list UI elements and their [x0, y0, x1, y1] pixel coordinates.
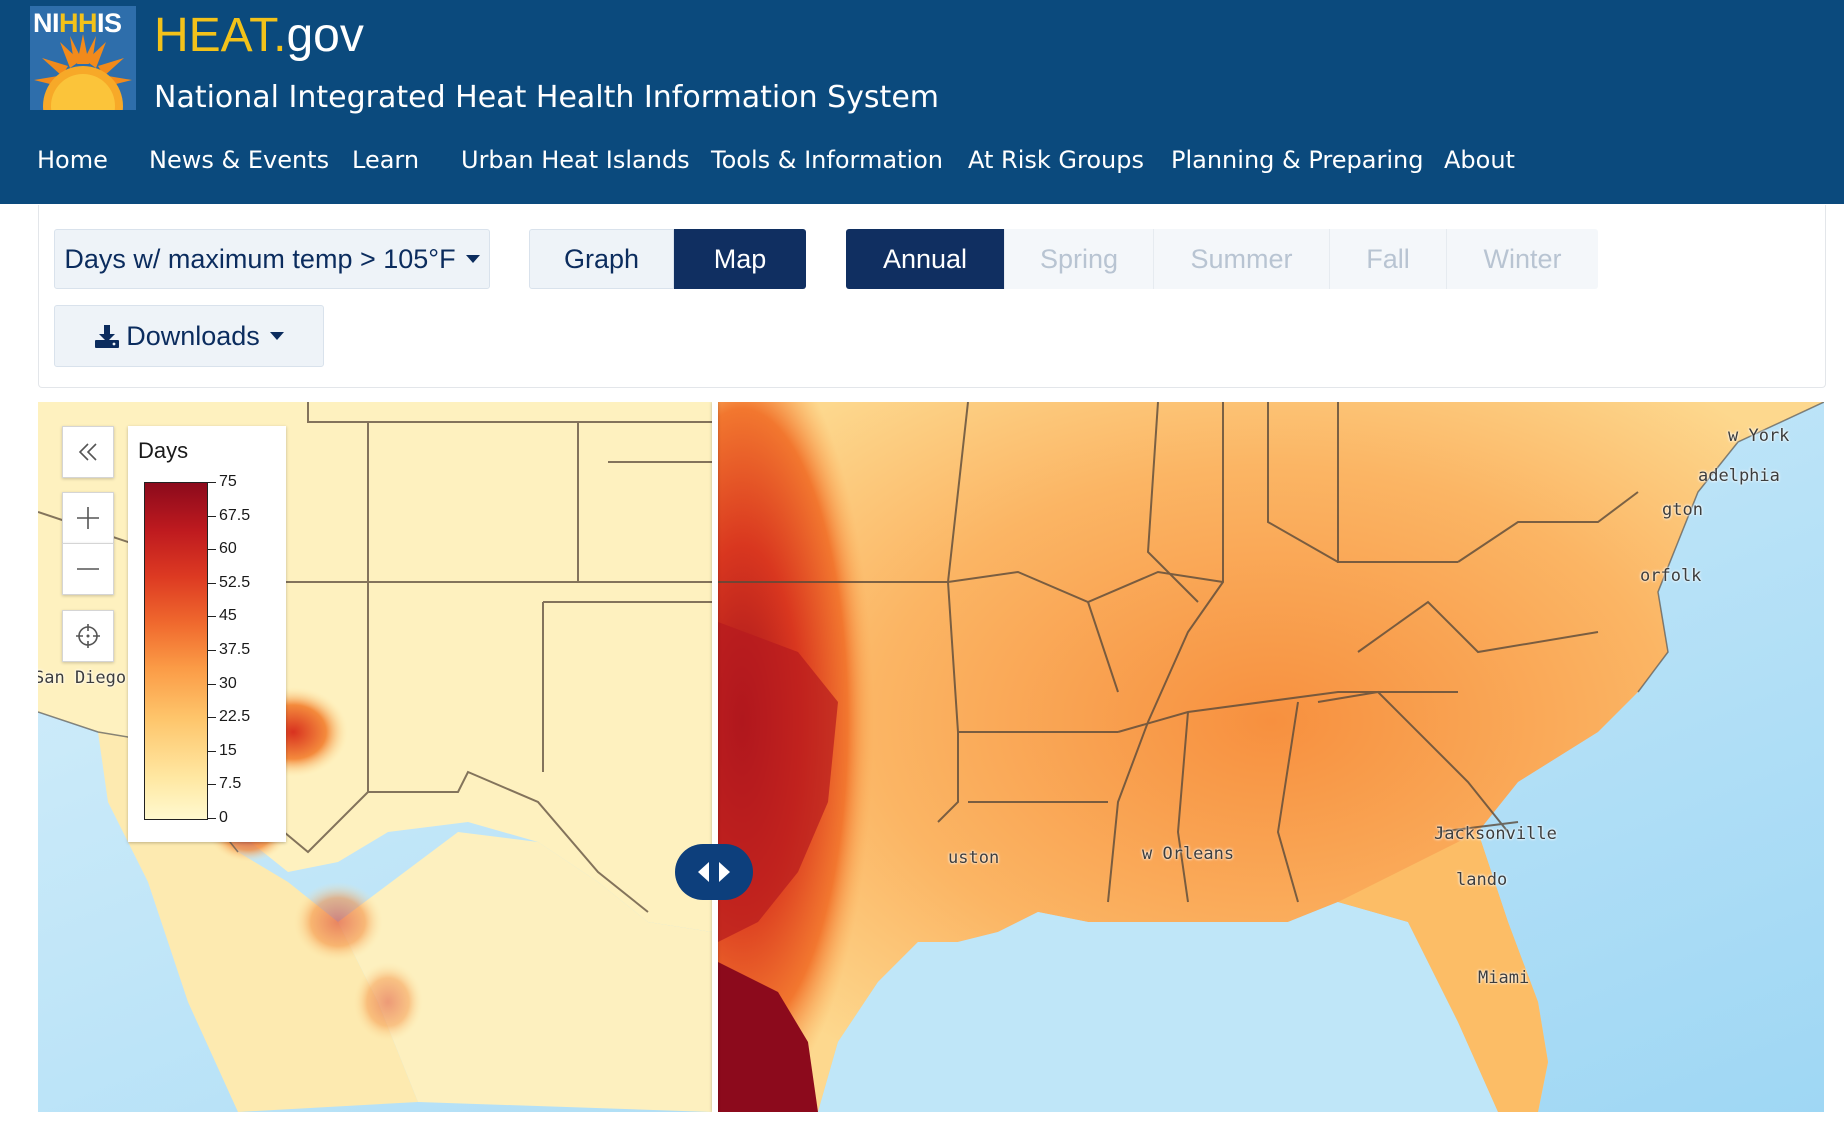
logo-text: NIHHIS: [33, 8, 122, 38]
nav-item-news-events[interactable]: News & Events: [149, 146, 330, 174]
city-label-houston: uston: [948, 848, 1000, 868]
swipe-divider[interactable]: [712, 402, 718, 1112]
chevron-down-icon: [269, 332, 284, 340]
city-label-miami: Miami: [1478, 968, 1530, 988]
city-label-philadelphia: adelphia: [1698, 466, 1780, 486]
legend-tick: [207, 683, 216, 685]
legend-tick-label: 37.5: [219, 641, 251, 658]
legend-tick-label: 22.5: [219, 708, 251, 726]
legend-tick-label: 60: [219, 540, 237, 558]
swipe-handle[interactable]: [675, 844, 753, 900]
legend-tick: [207, 818, 216, 819]
season-annual-button[interactable]: Annual: [846, 229, 1004, 289]
legend-tick: [207, 482, 216, 483]
downloads-label: Downloads: [126, 320, 260, 351]
city-label-norfolk: orfolk: [1640, 566, 1702, 586]
map-legend: Days 75 67.5 60 52.5 45 37.5 30 22.5 15 7.5 0: [128, 426, 286, 842]
legend-tick: [207, 750, 216, 752]
legend-tick: [207, 515, 216, 517]
arrow-right-icon: [719, 862, 730, 882]
metric-dropdown-label: Days w/ maximum temp > 105°F: [64, 243, 456, 274]
city-label-jacksonville: Jacksonville: [1434, 824, 1557, 844]
legend-tick-label: 0: [219, 809, 228, 826]
legend-title: Days: [138, 438, 189, 463]
zoom-in-button[interactable]: [62, 492, 114, 543]
nav-item-at-risk-groups[interactable]: At Risk Groups: [968, 146, 1144, 174]
locate-button[interactable]: [62, 610, 114, 662]
site-header: NIHHIS HEAT.gov National Integrated Heat…: [0, 0, 1844, 204]
legend-tick: [207, 549, 216, 551]
map-canvas[interactable]: [38, 402, 1824, 1112]
city-label-washington: gton: [1662, 500, 1703, 520]
site-tagline: National Integrated Heat Health Informat…: [154, 80, 939, 115]
collapse-legend-button[interactable]: [62, 426, 114, 478]
season-fall-button[interactable]: Fall: [1329, 229, 1446, 289]
legend-tick-label: 75: [219, 473, 237, 490]
legend-color-ramp: [144, 482, 208, 820]
legend-tick-label: 15: [219, 741, 237, 759]
legend-tick: [207, 582, 216, 584]
nav-item-planning-preparing[interactable]: Planning & Preparing: [1171, 146, 1424, 174]
city-label-new-orleans: w Orleans: [1142, 844, 1235, 864]
arrow-left-icon: [698, 862, 709, 882]
chevron-down-icon: [465, 255, 480, 263]
sun-icon: [30, 6, 136, 110]
site-name[interactable]: HEAT.gov: [154, 9, 364, 62]
legend-tick: [207, 616, 216, 618]
downloads-button[interactable]: Downloads: [54, 305, 324, 367]
minus-icon: [77, 568, 99, 570]
city-label-orlando: lando: [1456, 870, 1508, 890]
nav-item-tools-information[interactable]: Tools & Information: [711, 146, 944, 174]
city-label-san-diego: San Diego: [38, 668, 127, 688]
plus-icon: [77, 507, 99, 529]
legend-tick: [207, 784, 216, 786]
legend-tick-label: 52.5: [219, 573, 251, 591]
legend-tick-label: 45: [219, 607, 237, 625]
crosshair-icon: [76, 624, 100, 648]
zoom-out-button[interactable]: [62, 543, 114, 595]
legend-tick-label: 7.5: [219, 775, 242, 793]
nihhis-logo[interactable]: NIHHIS: [30, 6, 136, 110]
nav-item-about[interactable]: About: [1444, 146, 1515, 174]
nav-item-home[interactable]: Home: [37, 146, 108, 174]
city-label-new-york: w York: [1728, 426, 1790, 446]
nav-item-urban-heat-islands[interactable]: Urban Heat Islands: [461, 146, 690, 174]
controls-panel: Days w/ maximum temp > 105°F Downloads G…: [38, 205, 1826, 388]
legend-tick-label: 30: [219, 674, 237, 692]
legend-tick: [207, 717, 216, 719]
nav-item-learn[interactable]: Learn: [352, 146, 420, 174]
legend-tick: [207, 650, 216, 651]
metric-dropdown[interactable]: Days w/ maximum temp > 105°F: [54, 229, 490, 289]
season-spring-button[interactable]: Spring: [1004, 229, 1153, 289]
season-winter-button[interactable]: Winter: [1446, 229, 1598, 289]
graph-view-button[interactable]: Graph: [529, 229, 674, 289]
map-view-button[interactable]: Map: [674, 229, 806, 289]
season-summer-button[interactable]: Summer: [1153, 229, 1329, 289]
download-icon: [95, 325, 120, 348]
legend-tick-label: 67.5: [219, 506, 251, 524]
double-chevron-left-icon: [78, 443, 97, 461]
heat-map[interactable]: San Diego H w York adelphia gton orfolk …: [38, 402, 1824, 1112]
